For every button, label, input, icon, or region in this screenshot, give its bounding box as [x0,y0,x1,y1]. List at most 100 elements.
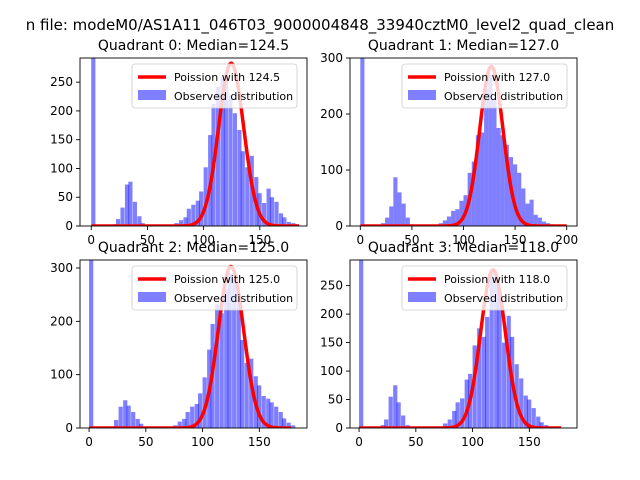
x-tick-label: 100 [191,435,214,449]
histogram-bar [506,315,511,428]
y-tick-label: 0 [335,219,343,233]
histogram-bar [266,188,271,226]
histogram-bar [393,177,398,226]
y-tick-label: 50 [58,190,73,204]
histogram-bar [182,418,187,428]
x-tick-label: 150 [504,233,527,247]
histogram-bar [504,144,509,226]
x-tick-label: 200 [555,233,578,247]
legend-box [131,265,298,311]
legend: Poission with 118.0 Observed distribution [401,265,568,311]
histogram-bar [496,128,501,226]
histogram-bar [494,277,499,428]
subplot-1: Quadrant 1: Median=127.0 0 50 100 150 200 0 100… [320,38,578,247]
histogram-bar [497,293,502,428]
subplot-title: Quadrant 0: Median=124.5 [98,38,289,54]
legend: Poission with 127.0 Observed distribution [401,63,568,109]
y-tick-label: 200 [50,104,73,118]
histogram-bar [519,378,524,428]
legend-bar-swatch [138,90,166,100]
y-tick-label: 300 [320,51,343,65]
subplots-grid: Quadrant 0: Median=124.5 0 50 100 150 0 50 100 1… [50,38,578,449]
histogram-bar [525,203,530,226]
legend-bar-label: Observed distribution [174,292,293,305]
y-tick-label: 150 [50,133,73,147]
histogram-bar [118,406,123,428]
y-tick-label: 50 [328,393,343,407]
histogram-bar [521,188,526,226]
histogram-bar [286,422,291,428]
histogram-bar [274,201,279,226]
x-tick-label: 50 [404,233,419,247]
histogram-bar [401,415,406,428]
histogram-bar [257,385,262,428]
y-tick-label: 150 [320,336,343,350]
histogram-bar [455,402,460,428]
histogram-bar [139,423,144,428]
histogram-bar [224,289,229,428]
y-tick-label: 200 [320,107,343,121]
x-tick-label: 150 [248,435,271,449]
histogram-bar [442,220,447,226]
legend-box [401,63,568,109]
figure-suptitle: n file: modeM0/AS1A11_046T03_9000004848_… [26,16,615,35]
histogram-bar [539,422,544,428]
legend-bar-label: Observed distribution [444,292,563,305]
histogram-bar [523,395,528,428]
legend-bar-label: Observed distribution [174,90,293,103]
y-tick-label: 300 [50,261,73,275]
histogram-bar [388,396,393,428]
histogram-bar [123,400,128,428]
histogram-bar [219,313,224,428]
histogram-bar [502,342,507,428]
legend-box [401,265,568,311]
histogram-bar [529,199,534,226]
histogram-bar [396,402,401,428]
histogram-bar [249,358,254,428]
histogram-bar [472,345,477,428]
x-tick-label: 150 [248,233,271,247]
histogram-bar [203,167,208,226]
legend-line-label: Poission with 124.5 [174,71,280,84]
histogram-bar [266,398,271,428]
histogram-bar [195,200,200,226]
histogram-bar [443,423,448,428]
subplot-3: Quadrant 3: Median=118.0 0 50 100 150 0 50 100 1… [320,240,578,449]
x-tick-label: 150 [518,435,541,449]
axes-frame [79,57,308,227]
histogram-bar [137,216,142,226]
histogram-bar [531,408,536,428]
histogram-bar [240,340,245,428]
histogram-bar [237,129,242,226]
legend-line-label: Poission with 118.0 [444,273,550,286]
histogram-bar [389,206,394,226]
x-tick-label: 0 [356,233,364,247]
y-tick-label: 100 [320,364,343,378]
y-tick-label: 0 [335,421,343,435]
histogram-bar [484,88,489,226]
histogram-bar [447,419,452,428]
histogram-bar [464,379,469,428]
histogram-bar [261,396,266,428]
x-tick-label: 50 [138,435,153,449]
histogram-bar [401,203,406,226]
histogram-bar [513,164,518,226]
legend: Poission with 125.0 Observed distribution [131,265,298,311]
y-tick-label: 200 [320,307,343,321]
histogram-bar [120,207,125,226]
histogram-bar [278,213,284,226]
poisson-curve [358,268,562,428]
histogram-bar [223,75,228,226]
histogram-bar [186,208,191,226]
histogram-bar [183,217,188,226]
histogram-bar [536,416,541,428]
x-tick-label: 0 [355,435,363,449]
legend-line-label: Poission with 127.0 [444,71,550,84]
legend-bar-swatch [408,292,436,302]
histogram-bar [227,273,232,428]
histogram-bar [220,78,225,226]
histogram-bar [269,197,275,226]
histogram-bar [500,135,505,226]
histogram-bar [286,221,291,226]
